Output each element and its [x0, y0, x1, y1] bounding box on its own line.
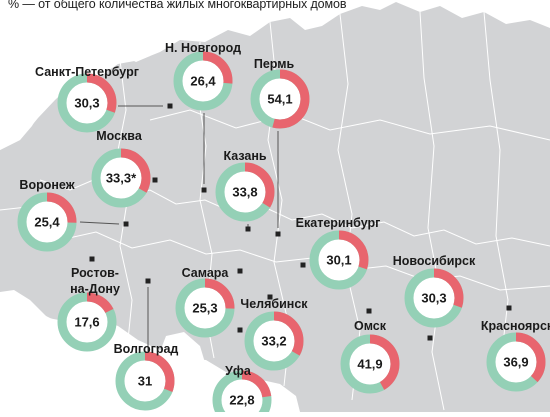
donut-value-spb: 30,3 [74, 96, 99, 111]
city-marker-kazan [245, 226, 251, 232]
leader-lines [79, 105, 279, 351]
donut-share-arc-omsk [340, 334, 400, 394]
donut-share-arc-ufa [212, 370, 272, 417]
city-label-rnd-1: Ростов- [71, 266, 119, 280]
city-donuts: 30,3 26,4 54,1 33,3* 33,8 25,4 30,1 30,3 17,6 25,… [17, 51, 546, 417]
city-label-omsk: Омск [354, 319, 387, 333]
city-marker-ekb [300, 262, 306, 268]
donut-share-arc-nnov [173, 51, 233, 111]
city-label-krsk: Красноярск [481, 319, 550, 333]
city-label-msk: Москва [96, 129, 143, 143]
donut-value-nsk: 30,3 [421, 291, 446, 306]
donut-spb: 30,3 [57, 73, 117, 133]
donut-value-nnov: 26,4 [190, 74, 216, 89]
donut-msk: 33,3* [91, 148, 151, 208]
city-label-samara: Самара [182, 266, 230, 280]
donut-share-arc-kazan [215, 162, 275, 222]
donut-share-arc-samara [175, 278, 235, 338]
donut-share-arc-vrn [17, 192, 77, 252]
city-marker-krsk [506, 305, 512, 311]
city-marker-nnov [201, 187, 207, 193]
black-sea [0, 300, 96, 384]
donut-nnov: 26,4 [173, 51, 233, 111]
donut-kazan: 33,8 [215, 162, 275, 222]
city-marker-ufa [237, 327, 243, 333]
donut-share-arc-krsk [486, 332, 546, 392]
donut-rnd: 17,6 [57, 292, 117, 352]
white-sea [118, 32, 160, 62]
donut-chel: 33,2 [244, 311, 304, 371]
city-marker-perm [275, 231, 281, 237]
donut-ufa: 22,8 [212, 370, 272, 417]
donut-value-msk: 33,3* [106, 171, 137, 186]
donut-krsk: 36,9 [486, 332, 546, 392]
donut-vlg: 31 [115, 351, 175, 411]
city-marker-rnd [89, 256, 95, 262]
baltic-sea [0, 106, 40, 150]
city-label-perm: Пермь [254, 57, 295, 71]
donut-value-samara: 25,3 [192, 301, 217, 316]
donut-share-arc-nsk [404, 268, 464, 328]
donut-share-arc-spb [57, 73, 117, 133]
city-label-chel: Челябинск [240, 297, 308, 311]
city-label-nnov: Н. Новгород [165, 41, 241, 55]
donut-value-kazan: 33,8 [232, 185, 257, 200]
city-marker-samara [237, 268, 243, 274]
city-marker-spb [167, 103, 173, 109]
city-label-ufa: Уфа [225, 364, 252, 378]
donut-nsk: 30,3 [404, 268, 464, 328]
caption: % — от общего количества жилых многоквар… [8, 0, 347, 11]
city-label-spb: Санкт-Петербург [35, 65, 139, 79]
city-label-vrn: Воронеж [19, 178, 74, 192]
city-marker-omsk [366, 308, 372, 314]
donut-share-arc-perm [250, 69, 310, 129]
city-label-rnd-2: на-Дону [70, 282, 120, 296]
donut-value-omsk: 41,9 [357, 357, 382, 372]
city-marker-nsk [427, 335, 433, 341]
donut-value-krsk: 36,9 [503, 355, 528, 370]
city-marker-vrn [123, 221, 129, 227]
city-marker-chel [267, 294, 273, 300]
donut-value-vrn: 25,4 [34, 215, 60, 230]
city-label-vlg: Волгоград [114, 342, 179, 356]
donut-value-ekb: 30,1 [326, 253, 351, 268]
city-label-kazan: Казань [223, 149, 266, 163]
donut-omsk: 41,9 [340, 334, 400, 394]
donut-value-chel: 33,2 [261, 334, 286, 349]
donut-value-vlg: 31 [138, 374, 152, 389]
donut-perm: 54,1 [250, 69, 310, 129]
leader-line-vrn [79, 221, 120, 225]
donut-value-ufa: 22,8 [229, 393, 254, 408]
donut-share-arc-rnd [57, 292, 117, 352]
donut-samara: 25,3 [175, 278, 235, 338]
donut-share-arc-vlg [115, 351, 175, 411]
donut-vrn: 25,4 [17, 192, 77, 252]
city-marker-vlg [145, 278, 151, 284]
city-marker-msk [152, 177, 158, 183]
donut-ekb: 30,1 [309, 230, 369, 290]
donut-share-arc-msk [91, 148, 151, 208]
donut-value-perm: 54,1 [267, 92, 292, 107]
city-labels: Санкт-Петербург Н. Новгород Пермь Москва Каз… [19, 41, 550, 378]
donut-share-arc-chel [244, 311, 304, 371]
city-label-nsk: Новосибирск [393, 254, 476, 268]
donut-value-rnd: 17,6 [74, 315, 99, 330]
city-markers [89, 103, 512, 341]
donut-share-arc-ekb [309, 230, 369, 290]
city-label-ekb: Екатеринбург [296, 216, 381, 230]
